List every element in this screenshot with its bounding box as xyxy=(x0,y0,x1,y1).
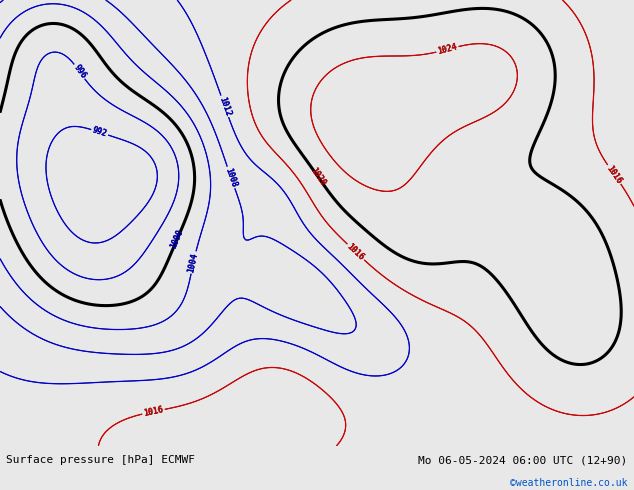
Text: 1012: 1012 xyxy=(217,96,232,117)
Text: 1020: 1020 xyxy=(309,166,328,188)
Text: 992: 992 xyxy=(91,125,108,139)
Text: 1016: 1016 xyxy=(605,164,624,185)
Text: 1000: 1000 xyxy=(169,228,186,249)
Text: 1012: 1012 xyxy=(217,96,232,117)
Text: 1024: 1024 xyxy=(437,43,458,56)
Text: Surface pressure [hPa] ECMWF: Surface pressure [hPa] ECMWF xyxy=(6,455,195,465)
Text: 1016: 1016 xyxy=(346,242,366,262)
Text: 1016: 1016 xyxy=(605,164,624,185)
Text: 1004: 1004 xyxy=(187,252,200,273)
Text: 996: 996 xyxy=(72,63,87,80)
Text: 1016: 1016 xyxy=(143,405,164,418)
Text: 992: 992 xyxy=(91,125,108,139)
Text: 996: 996 xyxy=(72,63,87,80)
Text: 1020: 1020 xyxy=(309,166,328,188)
Text: ©weatheronline.co.uk: ©weatheronline.co.uk xyxy=(510,478,628,489)
Text: Mo 06-05-2024 06:00 UTC (12+90): Mo 06-05-2024 06:00 UTC (12+90) xyxy=(418,455,628,465)
Text: 1024: 1024 xyxy=(437,43,458,56)
Text: 1016: 1016 xyxy=(346,242,366,262)
Text: 1008: 1008 xyxy=(223,167,238,188)
Text: 1008: 1008 xyxy=(223,167,238,188)
Text: 1000: 1000 xyxy=(169,228,186,249)
Text: 1004: 1004 xyxy=(187,252,200,273)
Text: 1016: 1016 xyxy=(143,405,164,418)
